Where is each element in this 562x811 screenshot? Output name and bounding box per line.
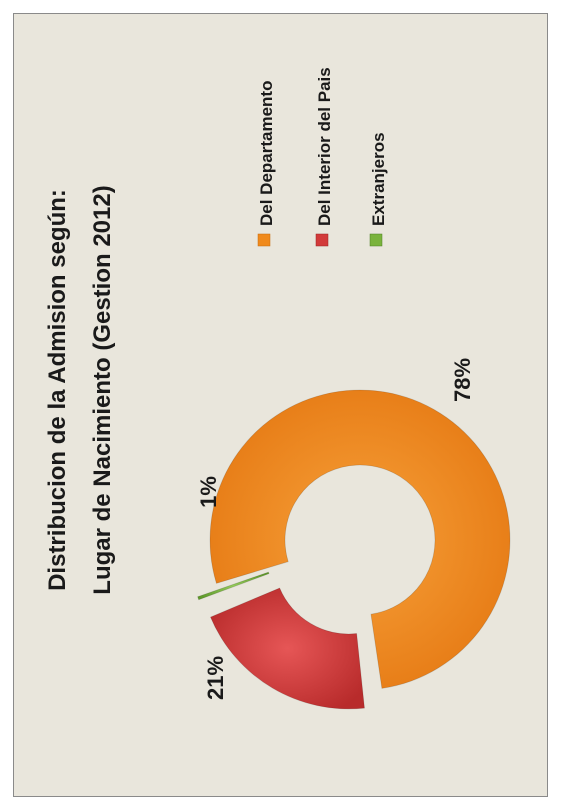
legend-swatch-extranjeros [369, 233, 383, 247]
legend-label-del-departamento: Del Departamento [257, 81, 276, 226]
value-label-extranjeros: 1% [196, 476, 221, 508]
chart-title-line-1: Distribucion de la Admision según: [44, 189, 71, 591]
legend-swatch-del-interior [315, 233, 329, 247]
chart-title-line-2: Lugar de Nacimiento (Gestion 2012) [89, 185, 116, 594]
slice-extranjeros [197, 571, 270, 601]
legend: Del Departamento Del Interior del Pais E… [257, 67, 388, 247]
legend-swatch-del-departamento [257, 233, 271, 247]
slice-del-interior [209, 587, 365, 710]
legend-label-del-interior: Del Interior del Pais [315, 67, 334, 226]
donut-slices [197, 389, 511, 710]
slice-del-departamento [209, 389, 511, 689]
legend-label-extranjeros: Extranjeros [369, 132, 388, 226]
value-label-del-interior: 21% [203, 656, 228, 700]
value-label-del-departamento: 78% [450, 358, 475, 402]
